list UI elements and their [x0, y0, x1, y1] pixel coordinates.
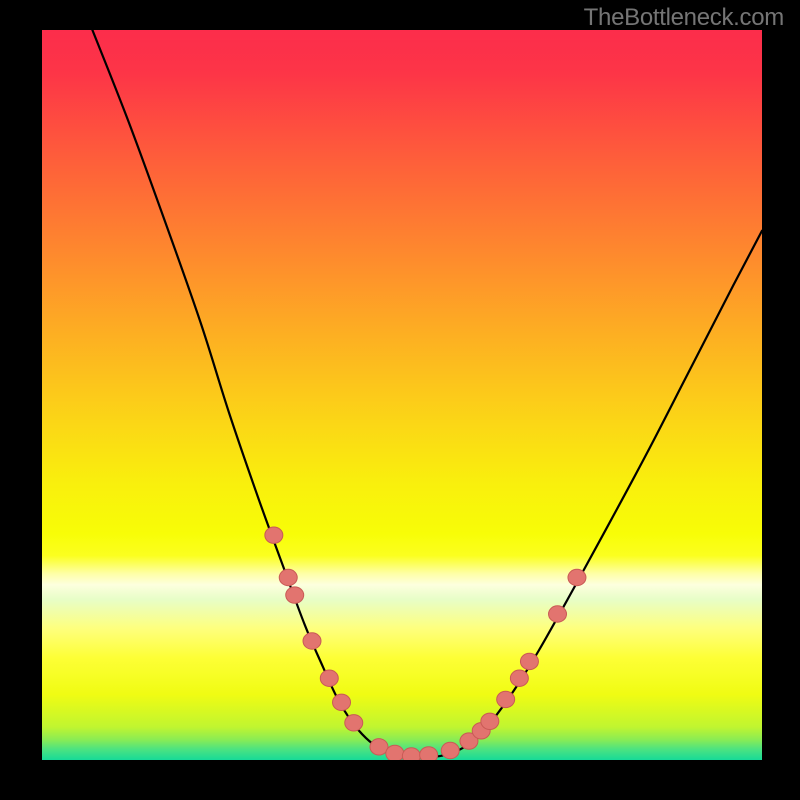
- data-marker: [386, 745, 404, 760]
- data-marker: [549, 606, 567, 622]
- data-marker: [510, 670, 528, 686]
- frame-bottom: [0, 760, 800, 800]
- data-marker: [333, 694, 351, 710]
- data-marker: [481, 713, 499, 729]
- data-marker: [303, 633, 321, 649]
- data-marker: [320, 670, 338, 686]
- data-marker: [345, 715, 363, 731]
- data-marker: [402, 748, 420, 760]
- data-marker: [279, 569, 297, 585]
- frame-left: [0, 0, 42, 800]
- data-marker: [568, 569, 586, 585]
- data-marker: [286, 587, 304, 603]
- chart-area: [42, 30, 762, 760]
- data-marker: [441, 742, 459, 758]
- chart-background: [42, 30, 762, 760]
- watermark-text: TheBottleneck.com: [584, 4, 784, 32]
- data-marker: [265, 527, 283, 543]
- data-marker: [497, 691, 515, 707]
- data-marker: [420, 747, 438, 760]
- frame-right: [762, 0, 800, 800]
- data-marker: [520, 653, 538, 669]
- chart-svg: [42, 30, 762, 760]
- data-marker: [370, 739, 388, 755]
